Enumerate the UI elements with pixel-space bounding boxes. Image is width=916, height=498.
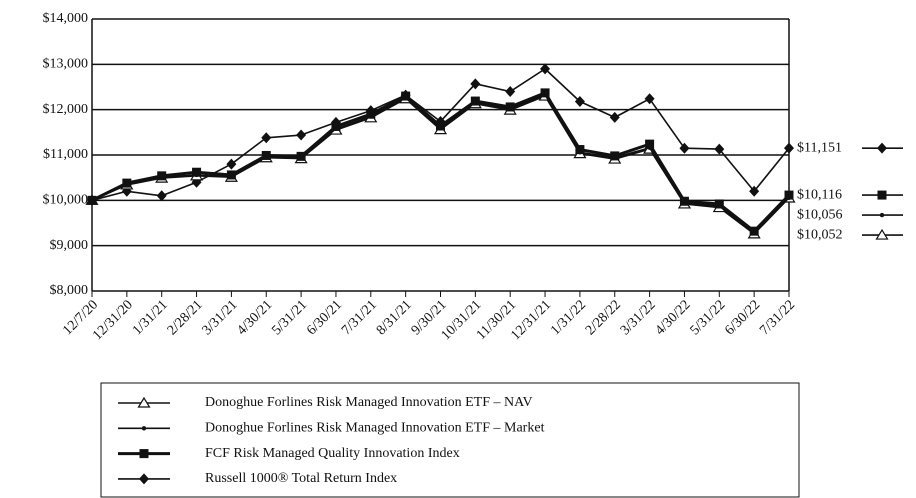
marker-diamond — [609, 111, 620, 123]
marker-diamond — [139, 473, 149, 485]
marker-diamond — [505, 86, 516, 98]
legend-label: FCF Risk Managed Quality Innovation Inde… — [205, 446, 460, 461]
marker-square — [401, 91, 411, 101]
x-tick-label: 8/31/21 — [374, 297, 415, 338]
x-tick-label: 4/30/21 — [234, 297, 275, 338]
marker-square — [784, 190, 794, 200]
marker-diamond — [574, 96, 585, 108]
marker-square — [192, 167, 202, 177]
marker-diamond — [470, 78, 481, 90]
x-tick-label: 2/28/22 — [583, 297, 624, 338]
marker-square — [505, 102, 515, 112]
marker-square — [87, 195, 97, 205]
marker-diamond — [540, 63, 551, 75]
y-tick-label: $11,000 — [43, 147, 88, 162]
x-tick-label: 1/31/21 — [130, 297, 171, 338]
x-tick-label: 6/30/22 — [722, 297, 763, 338]
marker-square — [296, 151, 306, 161]
y-tick-label: $13,000 — [43, 57, 89, 72]
end-value-label: $10,116 — [797, 187, 842, 202]
x-tick-label: 3/31/21 — [200, 297, 241, 338]
marker-square — [714, 199, 724, 209]
marker-diamond — [296, 129, 307, 141]
marker-square — [540, 88, 550, 98]
marker-triangle — [875, 228, 889, 240]
marker-square — [436, 121, 445, 131]
series-line — [91, 91, 791, 233]
marker-square — [122, 178, 132, 188]
x-tick-label: 1/31/22 — [548, 297, 589, 338]
marker-square — [157, 171, 167, 181]
end-value-label: $10,056 — [797, 207, 843, 222]
marker-dot — [879, 212, 885, 218]
marker-square — [226, 170, 236, 180]
x-tick-label: 3/31/22 — [618, 297, 659, 338]
marker-diamond — [784, 142, 794, 154]
y-tick-label: $8,000 — [50, 283, 89, 298]
x-tick-label: 6/30/21 — [304, 297, 345, 338]
y-tick-label: $12,000 — [43, 102, 89, 117]
x-tick-label: 4/30/22 — [653, 297, 694, 338]
marker-diamond — [156, 190, 167, 202]
marker-square — [645, 139, 655, 149]
legend-label: Donoghue Forlines Risk Managed Innovatio… — [205, 421, 545, 436]
marker-diamond — [261, 132, 272, 144]
marker-square — [331, 121, 341, 131]
x-tick-label: 5/31/21 — [269, 297, 310, 338]
marker-square — [679, 196, 689, 206]
marker-diamond — [749, 185, 760, 197]
marker-dot — [141, 426, 147, 431]
x-tick-label: 7/31/22 — [757, 297, 798, 338]
marker-square — [470, 96, 480, 106]
series-line — [91, 93, 790, 234]
end-value-label: $11,151 — [797, 140, 842, 155]
marker-square — [610, 151, 620, 161]
x-tick-label: 7/31/21 — [339, 297, 380, 338]
marker-square — [749, 226, 759, 236]
x-tick-label: 2/28/21 — [165, 297, 206, 338]
marker-square — [877, 190, 887, 200]
marker-diamond — [714, 143, 725, 155]
marker-diamond — [226, 158, 237, 170]
legend-label: Russell 1000® Total Return Index — [205, 471, 397, 486]
end-value-label: $10,052 — [797, 227, 843, 242]
marker-diamond — [877, 142, 887, 154]
marker-square — [261, 150, 271, 160]
marker-triangle — [137, 396, 151, 408]
x-tick-label: 5/31/22 — [688, 297, 729, 338]
legend-box — [100, 382, 800, 498]
marker-diamond — [644, 93, 655, 105]
marker-square — [366, 109, 376, 119]
marker-diamond — [679, 142, 690, 154]
marker-square — [139, 449, 149, 459]
y-tick-label: $14,000 — [43, 11, 89, 26]
y-tick-label: $9,000 — [50, 238, 89, 253]
y-tick-label: $10,000 — [43, 193, 89, 208]
marker-square — [575, 145, 585, 155]
legend-label: Donoghue Forlines Risk Managed Innovatio… — [205, 395, 533, 410]
